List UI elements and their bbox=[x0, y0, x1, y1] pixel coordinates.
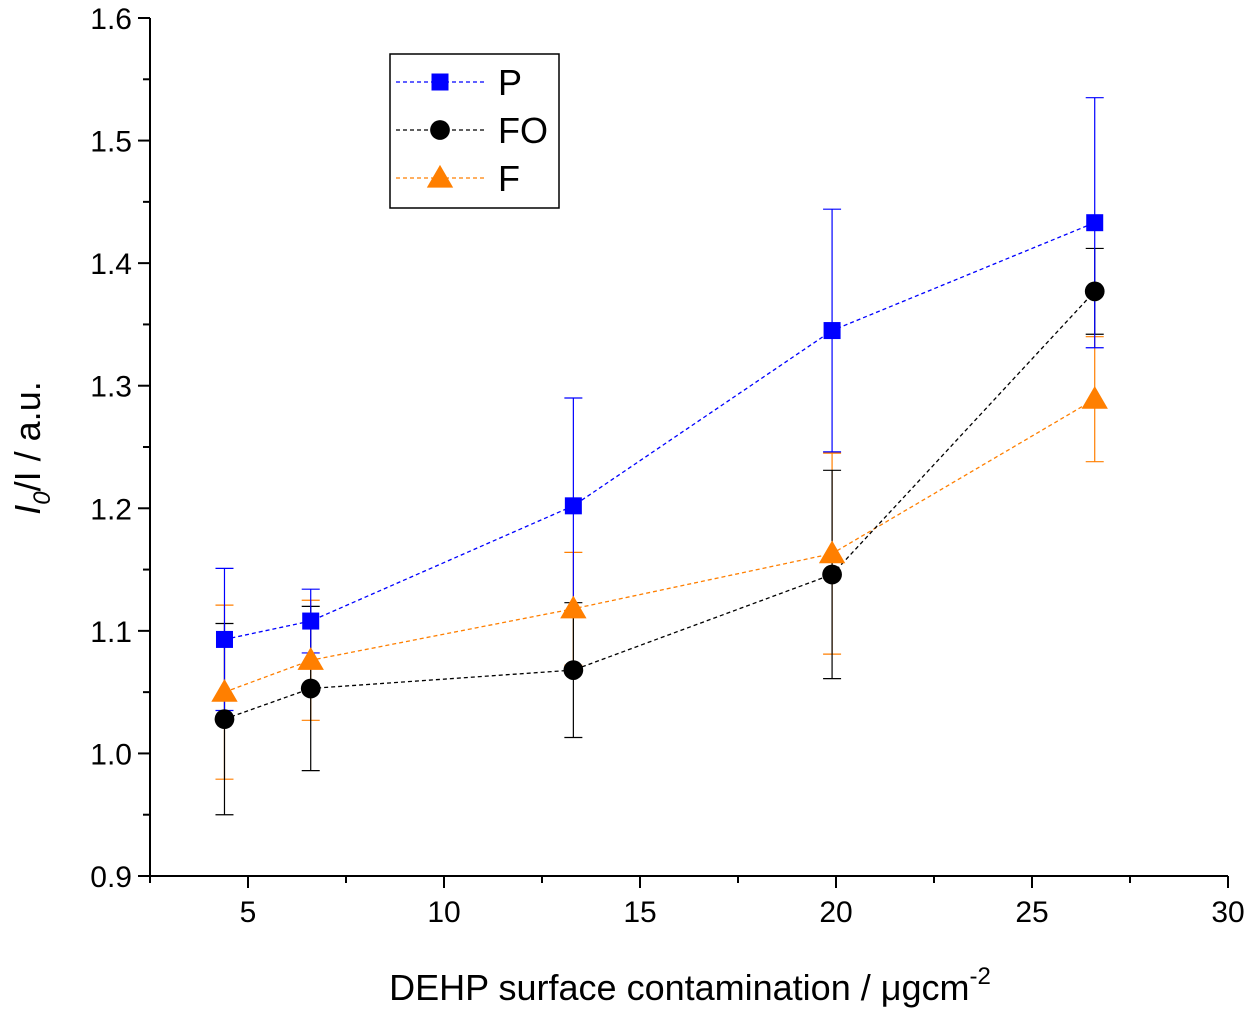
y-axis-title: I0/I / a.u. bbox=[7, 381, 56, 514]
data-point-p bbox=[1086, 214, 1104, 232]
data-point-f bbox=[297, 647, 324, 670]
data-point-p bbox=[302, 612, 320, 630]
legend-marker-p bbox=[431, 73, 449, 91]
axes bbox=[138, 17, 1229, 888]
series-lines bbox=[224, 222, 1096, 720]
data-point-p bbox=[564, 497, 582, 515]
y-tick-label: 1.5 bbox=[90, 126, 132, 159]
data-point-p bbox=[215, 630, 233, 648]
x-axis-title: DEHP surface contamination / μgcm-2 bbox=[389, 963, 991, 1008]
y-tick-label: 1.1 bbox=[90, 616, 132, 649]
data-point-p bbox=[823, 322, 841, 340]
legend-box bbox=[389, 53, 560, 209]
data-point-fo bbox=[214, 709, 235, 729]
x-tick-label: 20 bbox=[819, 896, 852, 929]
y-tick-label: 1.6 bbox=[90, 3, 132, 36]
x-tick-label: 30 bbox=[1211, 896, 1244, 929]
y-tick-label: 1.2 bbox=[90, 493, 132, 526]
legend-label-fo: FO bbox=[498, 110, 548, 151]
data-point-fo bbox=[1084, 281, 1105, 302]
legend-marker-f bbox=[426, 164, 454, 188]
x-tick-label: 10 bbox=[427, 896, 460, 929]
y-tick-label: 0.9 bbox=[90, 861, 132, 894]
data-point-f bbox=[211, 678, 238, 702]
series-line-p bbox=[224, 222, 1095, 641]
data-point-f bbox=[560, 595, 587, 619]
legend-label-p: P bbox=[498, 62, 522, 103]
tick-labels: 5 10 15 20 25 30 0.9 1.0 1.1 1.2 1.3 1.4 1.5 1.6 bbox=[90, 3, 1244, 929]
y-tick-label: 1.3 bbox=[90, 371, 132, 404]
y-tick-label: 1.4 bbox=[90, 248, 132, 281]
error-bars bbox=[215, 97, 1104, 816]
legend-label-f: F bbox=[498, 158, 520, 199]
data-point-f bbox=[818, 540, 846, 564]
x-tick-label: 5 bbox=[240, 896, 257, 929]
x-tick-label: 25 bbox=[1015, 896, 1048, 929]
data-markers bbox=[211, 214, 1108, 729]
data-point-fo bbox=[300, 678, 321, 699]
x-tick-label: 15 bbox=[623, 896, 656, 929]
y-tick-label: 1.0 bbox=[90, 738, 132, 771]
data-point-fo bbox=[822, 564, 842, 585]
series-line-f bbox=[224, 398, 1096, 693]
data-point-fo bbox=[563, 660, 584, 680]
legend-marker-fo bbox=[430, 120, 450, 140]
data-point-f bbox=[1081, 386, 1108, 409]
legend: P FO F bbox=[389, 53, 560, 209]
series-line-fo bbox=[224, 290, 1096, 720]
